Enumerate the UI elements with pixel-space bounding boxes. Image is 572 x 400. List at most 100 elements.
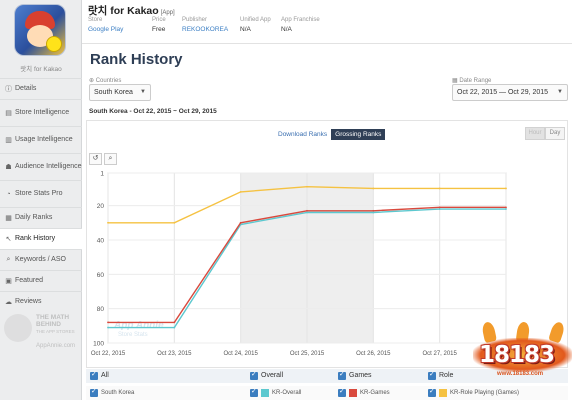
- rank-history-chart[interactable]: 1 20 40 60 80 100 Oct 22, 2015 Oct 23, 2015 Oct …: [84, 164, 524, 364]
- store-icon: ▤: [5, 110, 12, 117]
- swatch-icon: [349, 389, 357, 397]
- sidebar-item-usage-intelligence[interactable]: ▥ Usage Intelligence: [0, 126, 82, 153]
- legend-table: All Overall Games Role South Korea KR-Ov…: [86, 368, 568, 400]
- country-select-value: South Korea: [94, 89, 133, 96]
- meta-value: Free: [152, 26, 166, 33]
- checkbox-icon: [338, 385, 346, 399]
- legend-region[interactable]: South Korea: [90, 385, 134, 400]
- sidebar-item-audience-intelligence[interactable]: ☗ Audience Intelligence: [0, 153, 82, 180]
- tab-download-ranks[interactable]: Download Ranks: [278, 131, 328, 138]
- data-point: [173, 321, 176, 324]
- checkbox-icon: [90, 385, 98, 399]
- sidebar-menu: ⓘ Details ▤ Store Intelligence ▥ Usage Intell…: [0, 78, 82, 312]
- data-point: [505, 206, 507, 209]
- date-range-value: Oct 22, 2015 — Oct 29, 2015: [457, 89, 549, 96]
- sidebar-item-label: Keywords / ASO: [15, 256, 66, 263]
- data-point: [372, 209, 375, 212]
- data-point: [107, 321, 109, 324]
- sidebar-item-label: Store Stats Pro: [15, 190, 63, 197]
- sidebar-item-details[interactable]: ⓘ Details: [0, 78, 82, 99]
- daily-icon: ▦: [5, 215, 12, 222]
- x-tick-label: Oct 22, 2015: [91, 351, 126, 357]
- legend-all[interactable]: All: [90, 368, 109, 383]
- meta-key: Price: [152, 17, 166, 23]
- data-point: [306, 211, 308, 214]
- meta-value: N/A: [240, 26, 251, 33]
- legend-kr-games[interactable]: KR-Games: [338, 385, 390, 400]
- legend-kr-role[interactable]: KR-Role Playing (Games): [428, 385, 519, 400]
- x-tick-label: Oct 26, 2015: [356, 351, 391, 357]
- app-type-tag: [App]: [160, 10, 175, 16]
- date-range-label: ▦ Date Range: [452, 78, 492, 84]
- sidebar-item-label: Reviews: [15, 298, 42, 305]
- zoom-icon[interactable]: ⌕: [104, 153, 117, 165]
- badge-number: 18183: [479, 342, 555, 368]
- sidebar-item-label: Audience Intelligence: [15, 163, 82, 170]
- country-select[interactable]: South Korea ▼: [89, 84, 151, 101]
- sidebar-item-store-stats-pro[interactable]: ◔ Store Stats Pro: [0, 180, 82, 207]
- reset-zoom-icon[interactable]: ↺: [89, 153, 102, 165]
- meta-store[interactable]: Store Google Play: [88, 17, 123, 33]
- data-point: [438, 187, 441, 190]
- meta-key: App Franchise: [281, 17, 320, 23]
- sidebar-item-rank-history[interactable]: ↖ Rank History: [0, 228, 82, 249]
- legend-header-row: All Overall Games Role: [86, 368, 568, 383]
- data-point: [239, 190, 242, 193]
- data-point: [107, 326, 109, 329]
- usage-icon: ▥: [5, 137, 12, 144]
- meta-app-franchise: App Franchise N/A: [281, 17, 320, 33]
- y-tick-label: 100: [93, 341, 104, 348]
- data-point: [239, 221, 242, 224]
- kakao-icon: [46, 36, 62, 52]
- checkbox-icon: [338, 368, 346, 382]
- chevron-down-icon: ▼: [557, 89, 563, 95]
- sidebar-item-keywords-aso[interactable]: ⌕ Keywords / ASO: [0, 249, 82, 270]
- logo-line3: THE APP STORES: [36, 329, 75, 334]
- y-tick-label: 40: [97, 237, 105, 244]
- legend-kr-overall[interactable]: KR-Overall: [250, 385, 301, 400]
- app-title-text: 랏치 for Kakao: [88, 5, 159, 17]
- meta-publisher[interactable]: Publisher REKOOKOREA: [182, 17, 228, 33]
- legend-role[interactable]: Role: [428, 368, 453, 383]
- data-point: [505, 187, 507, 190]
- sidebar-item-daily-ranks[interactable]: ▦ Daily Ranks: [0, 207, 82, 228]
- granularity-toggle: Hour Day: [525, 127, 565, 140]
- history-icon: ↖: [5, 236, 12, 243]
- data-point: [372, 211, 375, 214]
- logo-url: AppAnnie.com: [36, 343, 76, 349]
- countries-label: ⊕ Countries: [89, 78, 122, 84]
- keywords-icon: ⌕: [6, 256, 11, 263]
- date-range-select[interactable]: Oct 22, 2015 — Oct 29, 2015 ▼: [452, 84, 568, 101]
- data-point: [438, 206, 441, 209]
- day-button[interactable]: Day: [545, 127, 565, 140]
- sidebar-app-name: 랏치 for Kakao: [20, 66, 62, 73]
- chart-panel: [86, 120, 568, 368]
- swatch-icon: [439, 389, 447, 397]
- tab-grossing-ranks[interactable]: Grossing Ranks: [331, 129, 386, 140]
- page-title: Rank History: [90, 51, 183, 68]
- meta-value[interactable]: REKOOKOREA: [182, 26, 229, 33]
- app-icon: [14, 4, 66, 56]
- data-point: [173, 326, 176, 329]
- audience-icon: ☗: [5, 164, 12, 171]
- site-watermark-badge: 18183 www.18183.com: [473, 320, 572, 388]
- legend-games[interactable]: Games: [338, 368, 372, 383]
- x-tick-label: Oct 23, 2015: [157, 351, 192, 357]
- hour-button[interactable]: Hour: [525, 127, 545, 140]
- meta-value[interactable]: Google Play: [88, 26, 124, 33]
- sidebar: 랏치 for Kakao ⓘ Details ▤ Store Intelligence…: [0, 0, 82, 400]
- legend-overall[interactable]: Overall: [250, 368, 283, 383]
- data-point: [173, 221, 176, 224]
- sidebar-item-reviews[interactable]: ☁ Reviews: [0, 291, 82, 312]
- y-tick-label: 20: [97, 203, 105, 210]
- meta-key: Publisher: [182, 17, 208, 23]
- sidebar-item-featured[interactable]: ▣ Featured: [0, 270, 82, 291]
- data-point: [505, 208, 507, 210]
- sidebar-item-label: Usage Intelligence: [15, 136, 73, 143]
- data-point: [372, 187, 375, 190]
- data-point: [438, 208, 441, 210]
- sidebar-item-store-intelligence[interactable]: ▤ Store Intelligence: [0, 99, 82, 126]
- y-tick-label: 60: [97, 272, 105, 279]
- app-title: 랏치 for Kakao [App]: [88, 3, 175, 18]
- checkbox-icon: [250, 385, 258, 399]
